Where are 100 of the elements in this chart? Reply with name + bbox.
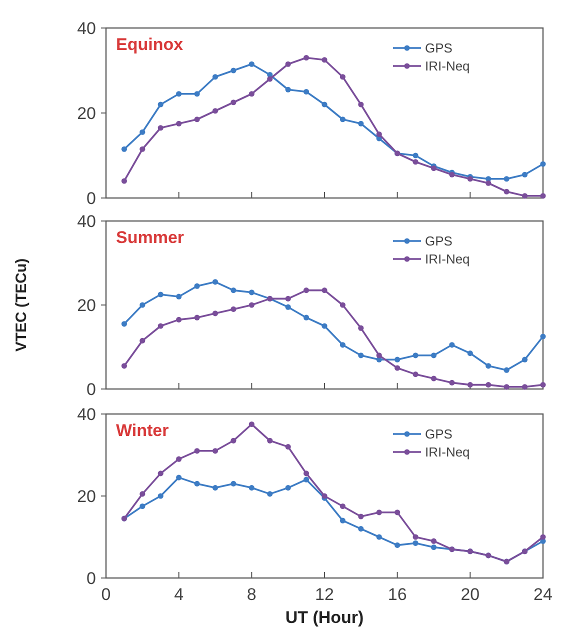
y-tick-label: 20 xyxy=(77,486,96,506)
point xyxy=(394,542,400,548)
point xyxy=(121,146,128,152)
point xyxy=(522,193,528,199)
point xyxy=(230,68,236,74)
x-tick-label: 0 xyxy=(101,585,111,604)
point xyxy=(358,325,364,331)
point xyxy=(176,474,182,480)
point xyxy=(194,314,200,320)
point xyxy=(176,91,182,97)
legend-label: GPS xyxy=(425,426,453,442)
point xyxy=(285,485,291,491)
point xyxy=(376,131,382,138)
point xyxy=(322,323,328,329)
point xyxy=(340,518,346,524)
point xyxy=(522,356,528,362)
point xyxy=(522,172,528,178)
point xyxy=(248,91,254,97)
point xyxy=(212,279,218,285)
legend-label: GPS xyxy=(425,40,453,56)
point xyxy=(486,363,492,369)
point xyxy=(303,476,310,482)
point xyxy=(412,534,418,540)
point xyxy=(212,310,218,316)
point xyxy=(412,540,418,546)
point xyxy=(212,74,218,80)
legend-label: GPS xyxy=(425,234,453,249)
point xyxy=(449,342,455,348)
point xyxy=(267,76,273,82)
point xyxy=(486,180,492,186)
y-tick-label: 40 xyxy=(77,18,96,38)
point xyxy=(230,100,236,106)
point xyxy=(540,382,546,388)
point xyxy=(430,165,437,172)
point xyxy=(194,91,200,97)
legend-label: IRI-Neq xyxy=(425,444,470,460)
point xyxy=(540,161,546,167)
chart-title: Equinox xyxy=(116,35,184,54)
x-tick-label: 4 xyxy=(174,585,184,604)
chart-title: Winter xyxy=(116,421,170,440)
point xyxy=(303,314,310,320)
point xyxy=(340,503,346,510)
point xyxy=(212,485,218,491)
point xyxy=(340,116,346,122)
point xyxy=(430,352,437,358)
point xyxy=(303,88,310,95)
point xyxy=(394,356,400,362)
point xyxy=(176,316,182,322)
point xyxy=(248,485,254,491)
point xyxy=(467,350,473,356)
point xyxy=(522,384,528,390)
legend-label: IRI-Neq xyxy=(425,58,470,74)
point xyxy=(412,152,418,158)
point xyxy=(158,292,164,298)
point xyxy=(230,306,236,312)
point xyxy=(540,334,546,340)
point xyxy=(248,290,254,296)
point xyxy=(358,102,364,108)
point xyxy=(248,302,254,308)
point xyxy=(230,288,236,294)
point xyxy=(140,129,146,135)
point xyxy=(194,448,200,454)
point xyxy=(376,510,382,516)
y-tick-label: 0 xyxy=(86,188,96,208)
point xyxy=(430,376,437,382)
point xyxy=(158,493,164,499)
point xyxy=(176,120,182,126)
point xyxy=(140,503,146,510)
point xyxy=(430,538,437,544)
point xyxy=(121,321,128,327)
y-tick-label: 0 xyxy=(86,380,96,399)
point xyxy=(303,54,310,61)
x-tick-label: 16 xyxy=(388,585,407,604)
point xyxy=(303,288,310,294)
point xyxy=(230,438,236,444)
point xyxy=(285,86,291,92)
x-axis-title: UT (Hour) xyxy=(285,608,364,627)
point xyxy=(285,61,291,67)
point xyxy=(376,534,382,540)
point xyxy=(212,448,218,454)
point xyxy=(285,296,291,302)
point xyxy=(194,480,200,486)
point xyxy=(322,102,328,108)
point xyxy=(285,304,291,310)
point xyxy=(504,384,510,390)
point xyxy=(212,108,218,114)
point xyxy=(303,470,310,476)
point xyxy=(194,283,200,289)
point xyxy=(358,120,364,126)
point xyxy=(358,352,364,358)
point xyxy=(504,367,510,373)
x-tick-label: 24 xyxy=(534,585,552,604)
point xyxy=(267,438,273,444)
y-tick-label: 0 xyxy=(86,568,96,588)
point xyxy=(504,176,510,182)
point xyxy=(285,444,291,450)
point xyxy=(158,125,164,131)
point xyxy=(140,146,146,152)
x-tick-label: 8 xyxy=(246,585,256,604)
point xyxy=(140,338,146,344)
